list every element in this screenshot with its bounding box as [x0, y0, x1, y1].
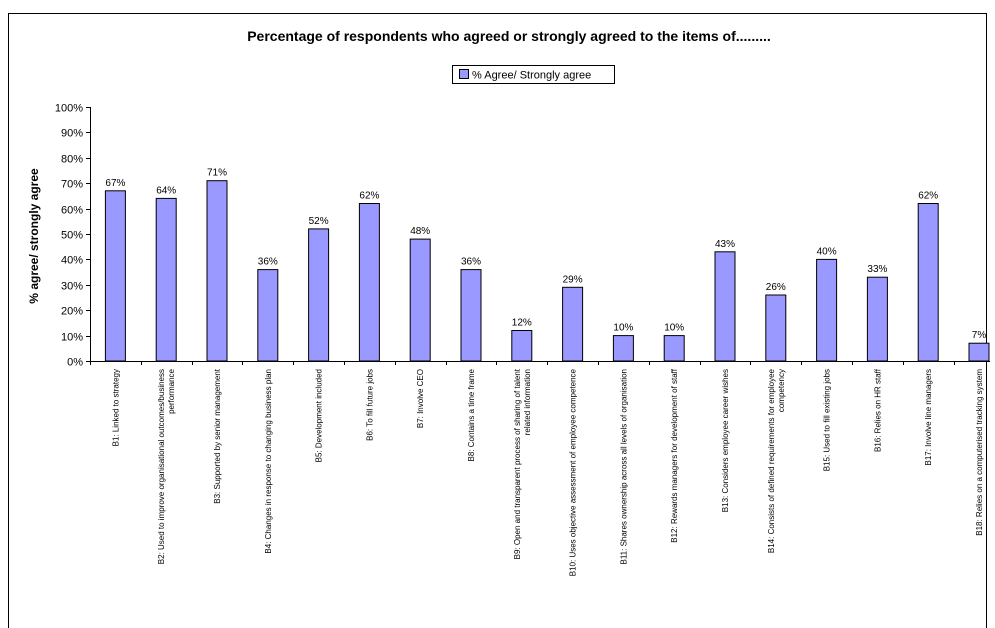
- legend-swatch: [460, 70, 469, 79]
- data-label: 62%: [918, 191, 938, 202]
- bar: [563, 287, 583, 361]
- category-label-line: B4: Changes in response to changing busi…: [264, 369, 273, 554]
- category-label-line: B2: Used to improve organisational outco…: [157, 369, 166, 564]
- bar: [258, 270, 278, 361]
- category-label-line: B15: Used to fill existing jobs: [823, 369, 832, 471]
- category-label: B4: Changes in response to changing busi…: [264, 369, 273, 554]
- category-label-line: B11: Shares ownership across all levels …: [619, 369, 628, 565]
- bar: [969, 343, 989, 361]
- data-label: 36%: [461, 257, 481, 268]
- category-label: B11: Shares ownership across all levels …: [619, 369, 628, 565]
- chart-frame: [9, 14, 987, 628]
- bar: [664, 336, 684, 361]
- category-label-line: B5: Development included: [315, 369, 324, 462]
- y-tick-label: 80%: [61, 154, 83, 166]
- data-label: 48%: [410, 226, 430, 237]
- bar: [359, 204, 379, 362]
- chart-title: Percentage of respondents who agreed or …: [247, 28, 771, 44]
- data-label: 7%: [972, 330, 987, 341]
- bar: [309, 229, 329, 361]
- category-label-line: B10: Uses objective assessment of employ…: [569, 368, 578, 576]
- y-tick-label: 0%: [67, 357, 83, 369]
- y-tick-label: 100%: [55, 103, 83, 115]
- data-label: 26%: [766, 282, 786, 293]
- category-label: B12: Rewards managers for development of…: [670, 368, 679, 543]
- category-label-line: related information: [523, 369, 532, 435]
- y-tick-label: 20%: [61, 306, 83, 318]
- y-axis-title: % agree/ strongly agree: [27, 168, 41, 304]
- y-tick-label: 30%: [61, 281, 83, 293]
- category-label: B8: Contains a time frame: [467, 368, 476, 461]
- bar: [613, 336, 633, 361]
- category-label: B7: Involve CEO: [416, 369, 425, 428]
- y-tick-label: 60%: [61, 205, 83, 217]
- bar: [461, 270, 481, 361]
- data-label: 62%: [359, 191, 379, 202]
- category-label-line: competency: [777, 369, 786, 412]
- category-label: B15: Used to fill existing jobs: [823, 369, 832, 471]
- data-label: 52%: [309, 216, 329, 227]
- category-label: B18: Relies on a computerised tracking s…: [975, 369, 984, 536]
- category-label-line: B18: Relies on a computerised tracking s…: [975, 369, 984, 536]
- bar: [715, 252, 735, 361]
- data-label: 64%: [156, 185, 176, 196]
- category-label-line: B13: Considers employee career wishes: [721, 369, 730, 512]
- y-tick-label: 10%: [61, 332, 83, 344]
- data-label: 40%: [817, 246, 837, 257]
- bar: [207, 181, 227, 361]
- category-label-line: B3: Supported by senior management: [213, 368, 222, 504]
- category-label: B1: Linked to strategy: [111, 369, 120, 446]
- bar: [156, 198, 176, 361]
- bar: [867, 277, 887, 361]
- bar: [105, 191, 125, 361]
- category-label-line: B16: Relies on HR staff: [873, 368, 882, 452]
- data-label: 10%: [664, 323, 684, 334]
- bar: [918, 204, 938, 362]
- data-label: 43%: [715, 239, 735, 250]
- category-label: B5: Development included: [315, 369, 324, 462]
- category-label-line: B14: Consists of defined requirements fo…: [767, 368, 776, 553]
- category-label-line: B1: Linked to strategy: [111, 369, 120, 446]
- category-label-line: B17: Involve line managers: [924, 369, 933, 466]
- category-label-line: B9: Open and transparent process of shar…: [513, 368, 522, 559]
- category-label-line: performance: [167, 368, 176, 413]
- legend-label: % Agree/ Strongly agree: [472, 70, 591, 82]
- legend: % Agree/ Strongly agree: [453, 66, 615, 84]
- bar: [817, 259, 837, 361]
- y-tick-label: 40%: [61, 255, 83, 267]
- category-label-line: B8: Contains a time frame: [467, 368, 476, 461]
- bar: [766, 295, 786, 361]
- data-label: 29%: [563, 274, 583, 285]
- y-tick-label: 90%: [61, 128, 83, 140]
- category-label-line: B12: Rewards managers for development of…: [670, 368, 679, 543]
- data-label: 67%: [105, 178, 125, 189]
- category-label: B3: Supported by senior management: [213, 368, 222, 504]
- data-label: 12%: [512, 318, 532, 329]
- data-label: 36%: [258, 257, 278, 268]
- category-label-line: B6: To fill future jobs: [365, 369, 374, 441]
- bar: [410, 239, 430, 361]
- category-label: B10: Uses objective assessment of employ…: [569, 368, 578, 576]
- y-tick-label: 70%: [61, 179, 83, 191]
- data-label: 71%: [207, 168, 227, 179]
- category-label: B13: Considers employee career wishes: [721, 369, 730, 512]
- category-label: B16: Relies on HR staff: [873, 368, 882, 452]
- category-label-line: B7: Involve CEO: [416, 369, 425, 428]
- data-label: 33%: [867, 264, 887, 275]
- bar: [512, 331, 532, 362]
- category-label: B6: To fill future jobs: [365, 369, 374, 441]
- category-label: B17: Involve line managers: [924, 369, 933, 466]
- y-tick-label: 50%: [61, 230, 83, 242]
- data-label: 10%: [613, 323, 633, 334]
